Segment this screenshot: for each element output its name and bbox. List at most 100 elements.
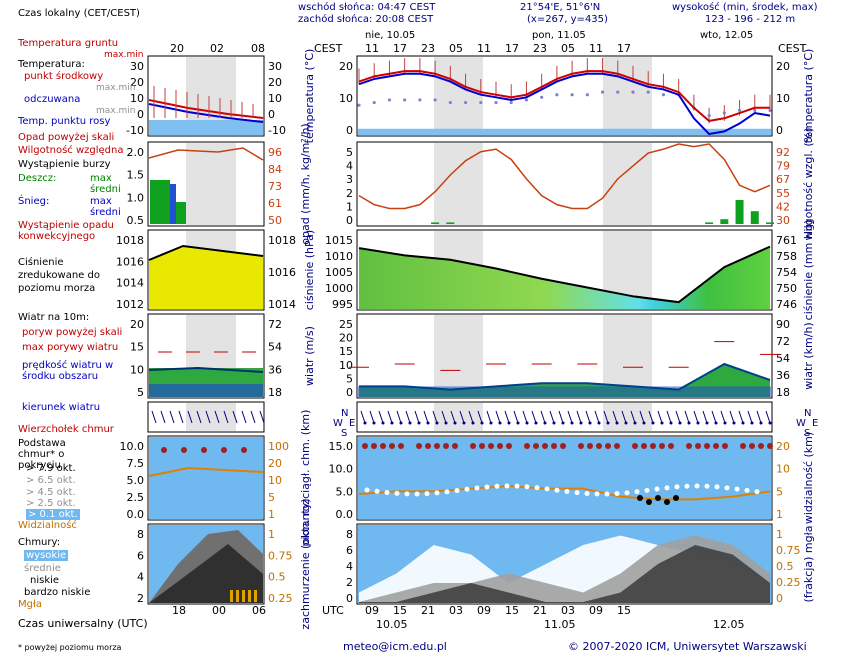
legend-fog-bar [236,590,239,602]
dew-point-dot [768,108,772,113]
panel-axis-label: widzialność (km) [802,432,815,524]
cloud-base-dot [494,483,500,489]
cloud-top-dot [596,443,602,449]
panel-axis-label: pion. rozciągł. chm. (km) [299,410,312,547]
y-tick-label: 20 [776,60,790,73]
legend-maxmin-1: max.min [104,50,144,60]
y-tick-label: 0.25 [776,576,801,589]
dew-point-dot [661,93,666,97]
cloud-top-dot [470,443,476,449]
cloud-base-dot [364,487,370,493]
rain-bar [766,222,774,224]
cloud-base-full-dot [655,495,661,501]
wind-arrow [639,410,645,424]
dew-point-dot [448,100,452,105]
y-tick-label: 1 [776,528,783,541]
sunset-text: zachód słońca: 20:08 CEST [298,14,434,25]
wind-arrow-head [606,421,610,425]
cloud-base-dot [684,483,690,489]
dew-point-dot [737,108,742,113]
y-tick-label: 0 [268,108,275,121]
cloud-top-dot [452,443,458,449]
cloud-base-dot [504,483,510,489]
compass-e: E [812,418,818,429]
legend-rain-max: max [90,173,112,184]
cest-hour-label: 05 [449,42,463,55]
night-band [434,315,483,397]
wind-arrow [432,410,438,424]
wind-arrow-head [471,421,475,425]
y-tick-label: 1005 [325,266,353,279]
cloud-top-dot [650,443,656,449]
wind-arrow [558,410,564,424]
legend-pressure-area [149,246,263,309]
wind-arrow-head [768,421,772,425]
wind-arrow-head [642,421,646,425]
y-tick-label: -10 [126,124,144,137]
legend-wind-arrow [169,410,175,424]
legend-utc-hour-1: 18 [172,604,186,617]
legend-mid-point: punkt środkowy [24,71,104,82]
y-tick-label: 10 [130,363,144,376]
wind-arrow-head [651,421,655,425]
legend-cloud-top-dot [201,447,207,453]
wind-arrow-head [534,421,538,425]
cloud-base-dot [654,486,660,492]
utc-hour-label: 03 [561,604,575,617]
cloud-base-dot [594,491,600,497]
compass-n: N [341,408,348,419]
cloud-top-dot [686,443,692,449]
legend-utc-hour-3: 06 [252,604,266,617]
wind-arrow-head [759,421,763,425]
compass-w: W [333,418,343,429]
dew-point-dot [616,90,620,94]
y-tick-label: 20 [776,440,790,453]
legend-low-cover-area [149,544,263,603]
legend-pressure: Ciśnienie zredukowane do poziomu morza [18,257,100,294]
legend-wind-arrow [250,410,256,424]
wind-arrow-head [498,421,502,425]
legend-rain-avg-bar [176,202,186,224]
cloud-top-dot [434,443,440,449]
y-tick-label: 36 [268,363,282,376]
apparent-temp-line [358,72,771,136]
tz-right: CEST [778,42,807,55]
cloud-base-dot [754,489,760,495]
wind-arrow [765,410,771,424]
y-tick-label: 10 [268,474,282,487]
wind-arrow [657,410,663,424]
night-band [434,403,483,431]
cloud-base-dot [474,485,480,491]
cloud-base-dot [424,491,430,497]
dew-point-dot [585,93,589,97]
legend-local-time: Czas lokalny (CET/CEST) [18,8,140,19]
dew-point-dot [707,114,711,118]
y-tick-label: 8 [346,528,353,541]
cloud-top-dot [695,443,701,449]
wind-arrow-head [660,421,664,425]
cloud-top-dot [488,443,494,449]
cest-hour-label: 23 [533,42,547,55]
wind-arrow-head [678,421,682,425]
wind-arrow [504,410,510,424]
wind-arrow [738,410,744,424]
legend-temp-line [148,99,264,119]
y-tick-label: 0 [776,124,783,137]
wind-arrow [414,410,420,424]
cloud-base-dot [384,489,390,495]
panel-axis-label: zachmurzenie (oktanty) [299,498,312,629]
email-link[interactable]: meteo@icm.edu.pl [343,640,447,653]
y-tick-label: 92 [776,146,790,159]
cest-hour-label: 17 [393,42,407,55]
dew-point-dot [433,98,437,102]
wind-arrow [702,410,708,424]
cloud-top-dot [443,443,449,449]
y-tick-label: 758 [776,250,797,263]
panel-axis-label: temperatura (°C) [303,49,316,144]
cloud-base-full-dot [646,499,652,505]
height-values: 123 - 196 - 212 m [705,14,796,25]
utc-hour-label: 21 [421,604,435,617]
y-tick-label: 5 [776,485,783,498]
utc-hour-label: 09 [589,604,603,617]
